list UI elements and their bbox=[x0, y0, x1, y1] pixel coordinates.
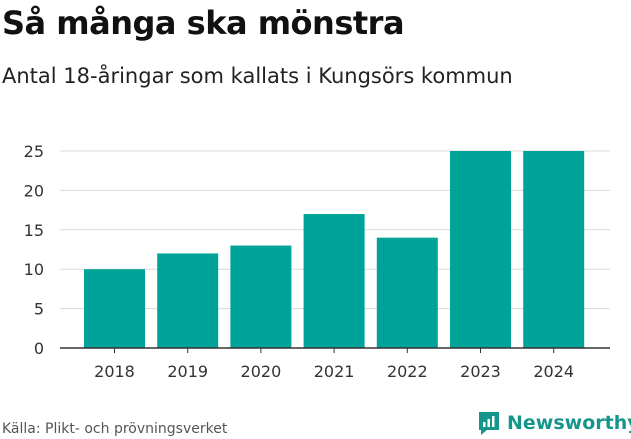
y-tick-label: 5 bbox=[34, 300, 44, 319]
x-tick-label: 2019 bbox=[167, 362, 208, 381]
y-tick-label: 20 bbox=[24, 181, 44, 200]
bar-chart: 0 5 10 15 20 25 2018 2019 2020 2021 2022 2023 2024 bbox=[24, 142, 610, 381]
x-tick-label: 2018 bbox=[94, 362, 135, 381]
chart-title: Så många ska mönstra bbox=[2, 4, 405, 42]
newsworthy-icon bbox=[479, 412, 499, 435]
x-tick-label: 2020 bbox=[241, 362, 282, 381]
x-tick-label: 2023 bbox=[460, 362, 501, 381]
y-tick-label: 25 bbox=[24, 142, 44, 161]
bar-2018 bbox=[84, 269, 145, 348]
x-tick-label: 2021 bbox=[314, 362, 355, 381]
y-tick-label: 0 bbox=[34, 339, 44, 358]
y-tick-label: 15 bbox=[24, 221, 44, 240]
y-tick-label: 10 bbox=[24, 260, 44, 279]
x-tick-label: 2024 bbox=[533, 362, 574, 381]
source-note: Källa: Plikt- och prövningsverket bbox=[2, 421, 228, 437]
bar-2021 bbox=[303, 214, 365, 348]
bar-2019 bbox=[157, 253, 219, 348]
bar-2023 bbox=[450, 151, 511, 348]
x-tick-label: 2022 bbox=[387, 362, 428, 381]
newsworthy-logo[interactable]: Newsworthy bbox=[477, 409, 631, 437]
bar-2020 bbox=[230, 245, 292, 348]
chart-subtitle: Antal 18-åringar som kallats i Kungsörs … bbox=[2, 64, 513, 88]
bar-2024 bbox=[523, 151, 585, 348]
bar-2022 bbox=[376, 237, 438, 348]
brand-name: Newsworthy bbox=[507, 412, 631, 434]
